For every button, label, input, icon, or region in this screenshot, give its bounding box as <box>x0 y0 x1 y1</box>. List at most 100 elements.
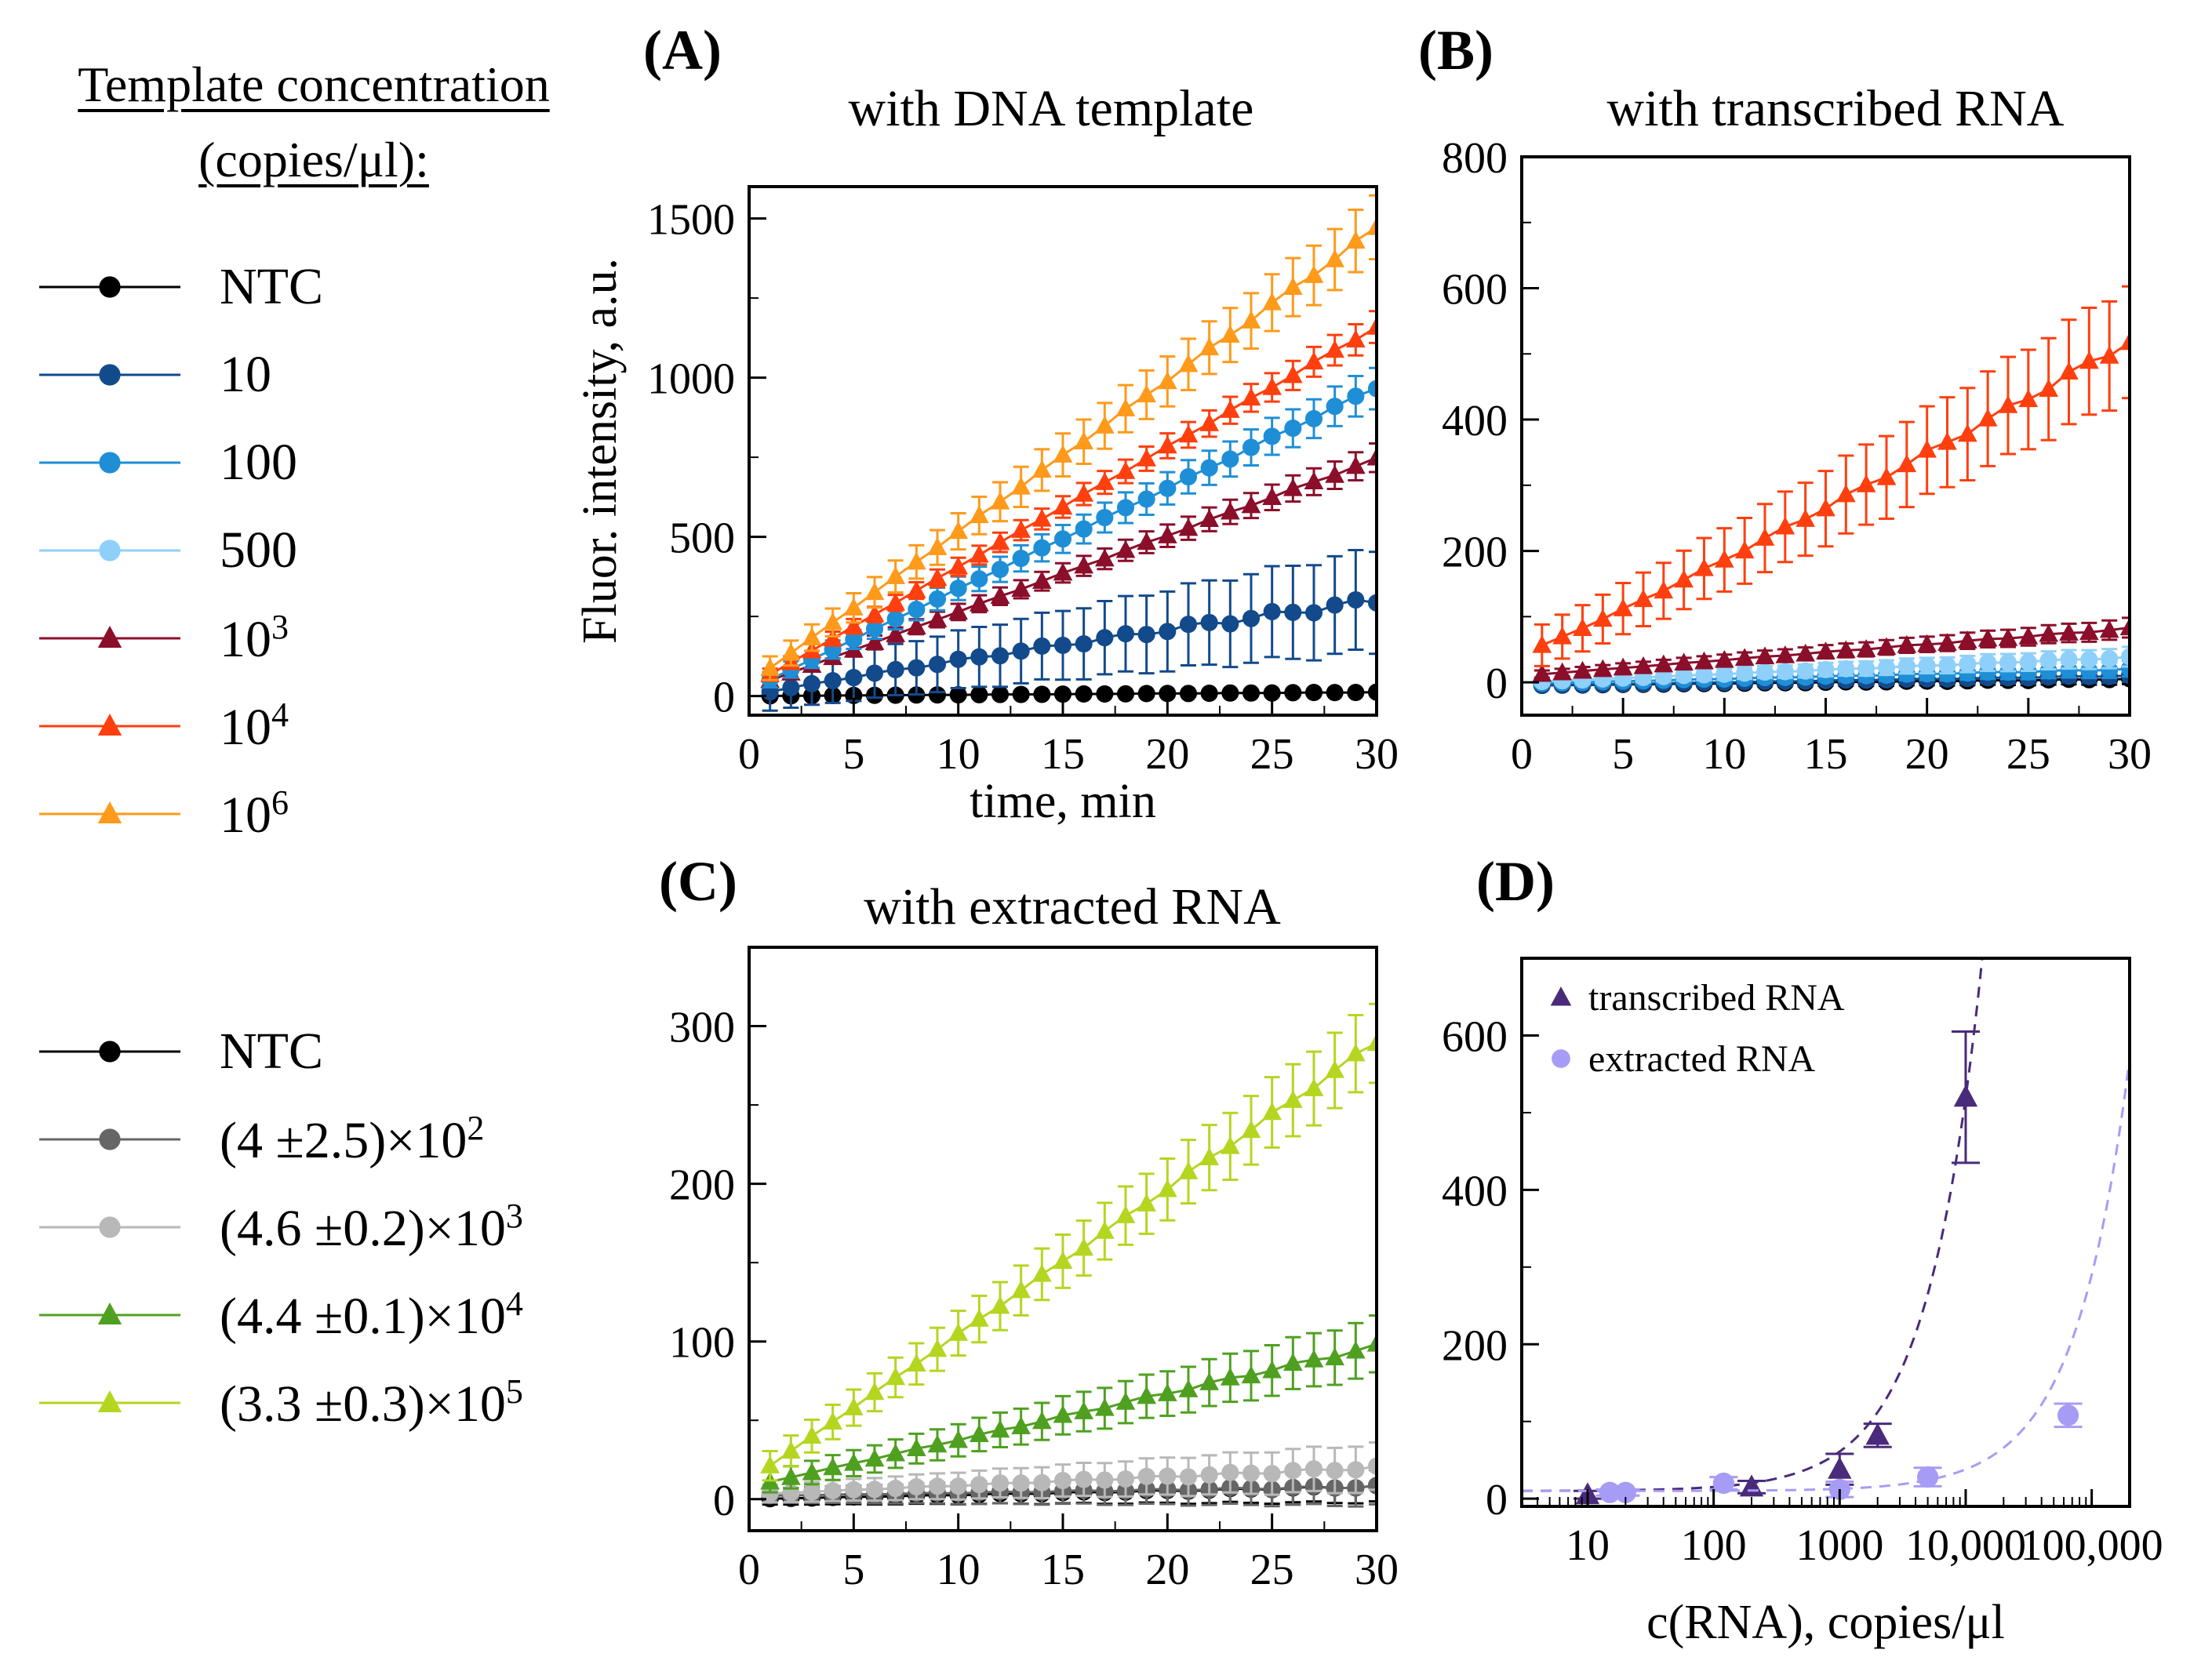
legend-top-label: 10 <box>220 345 271 405</box>
data-point <box>1011 579 1031 598</box>
data-point <box>1178 518 1199 536</box>
data-point <box>1674 652 1694 671</box>
data-point <box>802 1426 822 1444</box>
data-point <box>1159 623 1177 641</box>
y-tick-label: 200 <box>669 1161 735 1210</box>
legend-bottom-label: (3.3 ±0.3)×105 <box>220 1372 523 1434</box>
data-point <box>1053 636 1072 654</box>
data-point <box>906 580 926 598</box>
legend-marker <box>1550 986 1572 1006</box>
data-point <box>1325 249 1345 267</box>
data-point <box>780 1441 801 1459</box>
legend-swatch-marker <box>97 626 122 648</box>
data-point <box>1115 1392 1136 1410</box>
data-point <box>1552 662 1573 681</box>
legend-bottom-item: (4 ±2.5)×102 <box>31 1095 628 1183</box>
data-point <box>864 582 885 601</box>
legend-bottom-label: (4 ±2.5)×102 <box>220 1108 484 1171</box>
data-point <box>928 656 947 674</box>
data-point <box>1532 663 1552 682</box>
data-point <box>1262 292 1282 311</box>
data-point <box>1998 395 2018 413</box>
data-point <box>1714 649 1734 668</box>
data-point <box>1011 1280 1031 1299</box>
data-point <box>1325 1347 1345 1366</box>
legend-top-label-exponent: 6 <box>271 783 289 822</box>
data-point <box>1241 1120 1261 1139</box>
data-point <box>1178 354 1199 372</box>
data-point <box>1856 639 1876 657</box>
legend-swatch-marker <box>97 1302 122 1324</box>
legend-top-label-text: 10 <box>220 611 271 668</box>
legend-bottom-label: (4.4 ±0.1)×104 <box>220 1284 523 1346</box>
legend-bottom-label-text: NTC <box>220 1023 323 1080</box>
data-point <box>1033 539 1051 557</box>
data-point <box>780 642 801 661</box>
data-point <box>843 1397 864 1415</box>
data-point <box>1979 653 1997 672</box>
x-tick-label: 10 <box>937 1546 980 1594</box>
data-point <box>1053 1471 1072 1490</box>
data-point <box>802 674 821 692</box>
data-point <box>2120 648 2130 666</box>
panel-2: (B) with transcribed RNA 0 5 10 15 20 25 30 0 200 4… <box>1418 19 2152 779</box>
data-point <box>1695 666 1713 684</box>
data-point <box>1325 465 1345 483</box>
legend-swatch-marker <box>97 714 122 736</box>
data-point <box>1179 468 1198 486</box>
data-point <box>864 1382 885 1401</box>
data-point <box>1137 490 1155 508</box>
data-point <box>948 1430 969 1448</box>
y-tick-label: 100 <box>669 1319 735 1368</box>
y-tick-label: 200 <box>1442 1321 1508 1370</box>
data-point <box>927 1434 948 1453</box>
data-point <box>1074 431 1094 449</box>
legend-top: NTC 10 100 500 103 104 106 <box>31 243 628 858</box>
data-point <box>969 1309 989 1327</box>
data-point <box>2080 651 2098 669</box>
data-point <box>969 593 989 612</box>
data-point <box>760 1455 780 1473</box>
data-point <box>908 601 926 619</box>
data-point <box>1012 685 1030 703</box>
series-10-4 <box>1532 285 2130 667</box>
data-point <box>1200 685 1218 703</box>
data-point <box>928 590 947 608</box>
data-point <box>1178 1161 1199 1179</box>
data-point <box>1199 413 1220 431</box>
data-point <box>1284 420 1302 438</box>
data-point <box>1200 459 1218 477</box>
data-point <box>824 671 842 690</box>
data-point <box>1137 1467 1155 1485</box>
data-point <box>1326 596 1344 614</box>
data-point <box>1011 520 1031 538</box>
data-point <box>906 551 926 570</box>
legend-bottom-swatch <box>39 1390 180 1412</box>
data-point <box>1998 628 2018 646</box>
series--4-4-0-1-10-4 <box>760 1314 1377 1494</box>
data-point <box>1241 311 1261 329</box>
y-axis: 0 200 400 600 800 <box>1442 134 1539 708</box>
panel-title: with extracted RNA <box>864 878 1281 936</box>
data-point <box>2057 1404 2079 1426</box>
legend-bottom-label-text: (3.3 ±0.3)×10 <box>220 1375 506 1433</box>
legend-top-swatch <box>39 714 180 736</box>
data-point <box>1816 498 1835 517</box>
y-axis: 0 100 200 300 <box>669 1004 766 1525</box>
data-point <box>908 1477 926 1496</box>
data-point <box>990 1419 1010 1438</box>
x-tick-label: 0 <box>738 730 760 779</box>
data-point <box>1075 520 1093 538</box>
data-point <box>1304 351 1324 370</box>
data-point <box>1816 641 1835 659</box>
x-tick-label: 15 <box>1041 730 1085 779</box>
data-point <box>760 658 780 676</box>
legend-bottom-label-text: (4.4 ±0.1)×10 <box>220 1288 506 1345</box>
data-point <box>2039 623 2059 642</box>
y-tick-label: 0 <box>713 1477 735 1525</box>
data-point <box>1053 1251 1073 1270</box>
data-point <box>864 1448 885 1467</box>
y-tick-label: 200 <box>1442 529 1508 577</box>
plot-area <box>1532 285 2130 695</box>
data-point <box>991 1474 1010 1492</box>
